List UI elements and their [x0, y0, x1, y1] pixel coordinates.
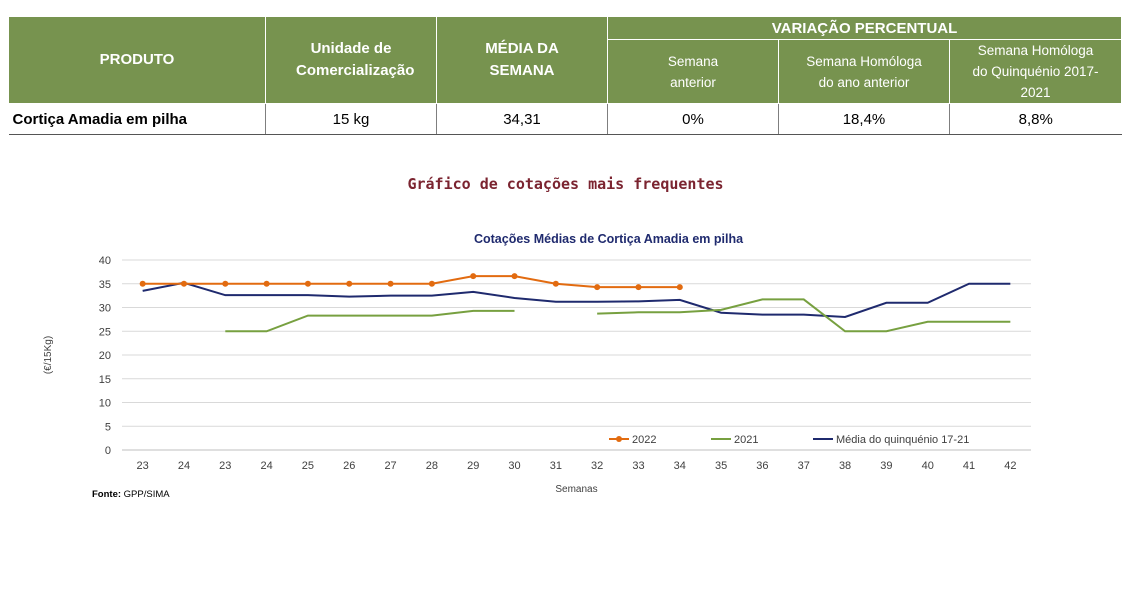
- header-media: MÉDIA DA SEMANA: [436, 16, 608, 104]
- x-tick-label: 31: [550, 460, 562, 472]
- series-point-0: [594, 284, 601, 291]
- y-axis-label: (€/15Kg): [43, 336, 54, 374]
- x-tick-label: 37: [798, 460, 810, 472]
- x-tick-label: 36: [756, 460, 768, 472]
- series-point-0: [304, 280, 311, 287]
- series-point-0: [263, 280, 270, 287]
- header-homologa-quinq: Semana Homóloga do Quinquénio 2017-2021: [949, 39, 1122, 104]
- header-semana-anterior: Semana anterior: [607, 39, 779, 104]
- x-tick-label: 35: [715, 460, 727, 472]
- cell-unidade: 15 kg: [265, 103, 437, 135]
- x-tick-label: 26: [343, 460, 355, 472]
- series-point-0: [346, 280, 353, 287]
- source-note: Fonte: GPP/SIMA: [92, 489, 170, 500]
- source-label: Fonte:: [92, 489, 122, 500]
- chart-title: Cotações Médias de Cortiça Amadia em pil…: [474, 232, 744, 246]
- x-tick-label: 41: [963, 460, 975, 472]
- series-point-0: [428, 280, 435, 287]
- x-tick-label: 33: [632, 460, 644, 472]
- header-homologa-ano: Semana Homóloga do ano anterior: [778, 39, 950, 104]
- y-tick-label: 0: [105, 445, 111, 457]
- header-variacao: VARIAÇÃO PERCENTUAL: [607, 16, 1122, 40]
- x-tick-label: 27: [384, 460, 396, 472]
- series-point-0: [139, 280, 146, 287]
- x-tick-label: 29: [467, 460, 479, 472]
- x-tick-label: 42: [1004, 460, 1016, 472]
- y-tick-label: 35: [99, 279, 111, 291]
- y-tick-label: 5: [105, 421, 111, 433]
- price-table: PRODUTO Unidade de Comercialização MÉDIA…: [8, 16, 1122, 135]
- y-tick-label: 40: [99, 255, 111, 267]
- y-tick-label: 20: [99, 350, 111, 362]
- cell-media: 34,31: [436, 103, 608, 135]
- series-line-0: [142, 275, 680, 289]
- series-line-1: [597, 298, 1011, 333]
- legend-marker-0: [616, 436, 622, 442]
- y-tick-label: 30: [99, 303, 111, 315]
- series-point-0: [470, 273, 477, 280]
- y-tick-label: 25: [99, 326, 111, 338]
- legend-label-2: Média do quinquénio 17-21: [836, 434, 969, 446]
- cell-homologa-quinq: 8,8%: [949, 103, 1122, 135]
- x-tick-label: 24: [178, 460, 190, 472]
- series-point-0: [180, 280, 187, 287]
- series-line-2: [142, 281, 1011, 319]
- x-tick-label: 38: [839, 460, 851, 472]
- x-axis-label: Semanas: [555, 484, 597, 495]
- table-row: Cortiça Amadia em pilha 15 kg 34,31 0% 1…: [8, 103, 1122, 135]
- series-point-0: [635, 284, 642, 291]
- cell-semana-anterior: 0%: [607, 103, 779, 135]
- series-point-0: [387, 280, 394, 287]
- x-tick-label: 28: [426, 460, 438, 472]
- series-line-1: [225, 309, 515, 333]
- y-tick-label: 10: [99, 398, 111, 410]
- x-tick-label: 24: [260, 460, 272, 472]
- x-tick-label: 25: [302, 460, 314, 472]
- cell-produto: Cortiça Amadia em pilha: [8, 103, 266, 135]
- x-tick-label: 32: [591, 460, 603, 472]
- source-value: GPP/SIMA: [123, 489, 170, 500]
- header-produto: PRODUTO: [8, 16, 266, 104]
- x-tick-label: 34: [674, 460, 686, 472]
- series-point-0: [511, 273, 518, 280]
- legend-label-1: 2021: [734, 434, 758, 446]
- series-point-0: [222, 280, 229, 287]
- series-point-0: [676, 284, 683, 291]
- x-tick-label: 23: [137, 460, 149, 472]
- series-point-0: [552, 280, 559, 287]
- cell-homologa-ano: 18,4%: [778, 103, 950, 135]
- x-tick-label: 40: [922, 460, 934, 472]
- x-tick-label: 30: [508, 460, 520, 472]
- x-tick-label: 23: [219, 460, 231, 472]
- legend-label-0: 2022: [632, 434, 656, 446]
- y-tick-label: 15: [99, 374, 111, 386]
- chart-heading: Gráfico de cotações mais frequentes: [407, 175, 724, 193]
- x-tick-label: 39: [880, 460, 892, 472]
